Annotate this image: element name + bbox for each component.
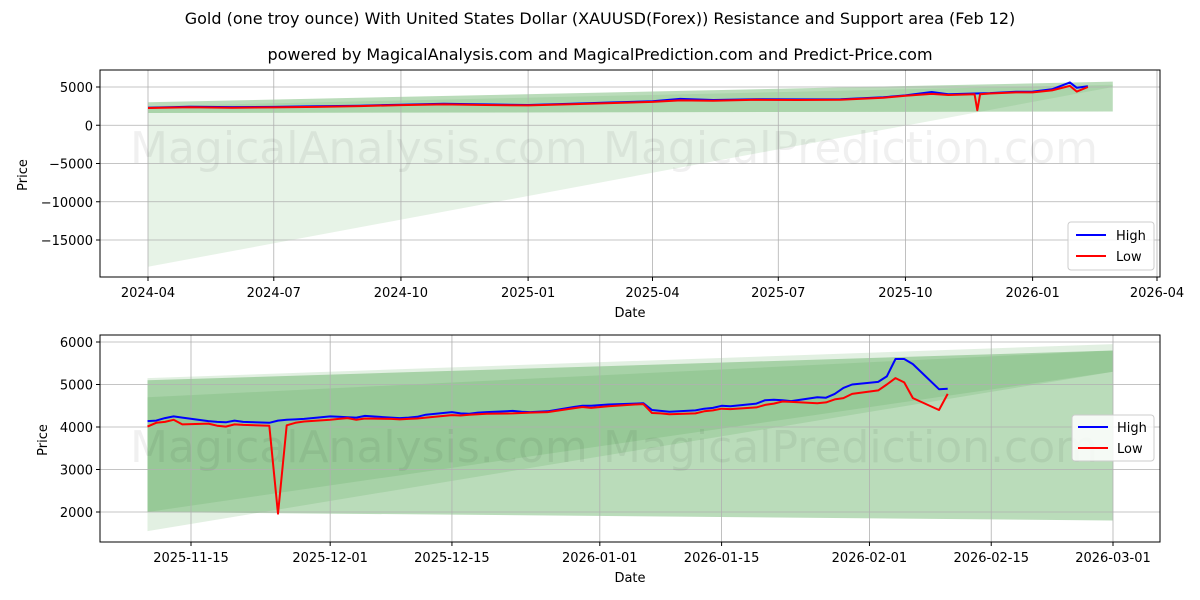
top-high-low-lines: [147, 81, 1089, 112]
top-y-axis: 5000 0 −5000 −10000 −15000: [41, 81, 100, 249]
y-tick-label: 3000: [60, 464, 93, 479]
low-price-line: [147, 377, 949, 515]
x-tick-label: 2025-12-01: [292, 551, 368, 566]
chart-title: Gold (one troy ounce) With United States…: [184, 9, 1016, 28]
x-tick-label: 2025-01: [501, 286, 555, 301]
resistance-band: [147, 350, 1114, 521]
bottom-gridlines: [100, 335, 1160, 542]
y-tick-label: 5000: [60, 379, 93, 394]
watermark-magicalanalysis: MagicalAnalysis.com: [130, 422, 588, 473]
top-axes-frame: [99, 69, 1161, 278]
x-tick-label: 2025-10: [878, 286, 932, 301]
y-tick-label: 6000: [60, 336, 93, 351]
y-tick-label: 4000: [60, 421, 93, 436]
x-tick-label: 2025-04: [625, 286, 679, 301]
top-x-axis-label: Date: [614, 306, 645, 321]
x-tick-label: 2026-01: [1005, 286, 1059, 301]
x-tick-label: 2025-11-15: [153, 551, 229, 566]
top-legend-low-label: Low: [1116, 250, 1142, 265]
top-y-axis-label: Price: [16, 159, 31, 191]
y-tick-label: 2000: [60, 506, 93, 521]
x-tick-label: 2025-12-15: [414, 551, 490, 566]
bottom-x-axis-label: Date: [614, 571, 645, 586]
y-tick-label: 0: [85, 119, 93, 134]
bottom-x-axis: 2025-11-15 2025-12-01 2025-12-15 2026-01-01…: [153, 542, 1151, 566]
top-x-axis: 2024-04 2024-07 2024-10 2025-01 2025-04 2025-…: [121, 277, 1184, 301]
bottom-legend-high-label: High: [1117, 421, 1147, 436]
x-tick-label: 2026-02-15: [953, 551, 1029, 566]
y-tick-label: −5000: [49, 158, 93, 173]
top-price-chart: MagicalAnalysis.com MagicalPrediction.co…: [16, 69, 1184, 321]
y-tick-label: 5000: [60, 81, 93, 96]
bottom-price-chart: MagicalAnalysis.com MagicalPrediction.co…: [36, 334, 1161, 586]
x-tick-label: 2026-03-01: [1075, 551, 1151, 566]
x-tick-label: 2024-10: [374, 286, 428, 301]
low-price-line: [147, 84, 1089, 112]
x-tick-label: 2026-04: [1130, 286, 1184, 301]
bottom-y-axis-label: Price: [36, 424, 51, 456]
top-legend: High Low: [1067, 221, 1155, 271]
x-tick-label: 2024-04: [121, 286, 175, 301]
x-tick-label: 2025-07: [751, 286, 805, 301]
watermark-magicalprediction: MagicalPrediction.com: [603, 422, 1098, 473]
top-watermark: MagicalAnalysis.com MagicalPrediction.co…: [130, 123, 1098, 174]
x-tick-label: 2026-01-15: [684, 551, 760, 566]
bottom-axes-frame: [99, 334, 1161, 543]
x-tick-label: 2026-01-01: [562, 551, 638, 566]
top-support-resistance-bands: [148, 81, 1113, 267]
bottom-watermark: MagicalAnalysis.com MagicalPrediction.co…: [130, 422, 1098, 473]
chart-subtitle: powered by MagicalAnalysis.com and Magic…: [267, 45, 933, 64]
projection-cone: [148, 84, 1113, 267]
top-legend-high-label: High: [1116, 229, 1146, 244]
x-tick-label: 2026-02-01: [832, 551, 908, 566]
y-tick-label: −10000: [41, 196, 93, 211]
watermark-magicalanalysis: MagicalAnalysis.com: [130, 123, 588, 174]
x-tick-label: 2024-07: [247, 286, 301, 301]
top-gridlines: [100, 70, 1160, 277]
watermark-magicalprediction: MagicalPrediction.com: [603, 123, 1098, 174]
bottom-high-low-lines: [147, 358, 949, 515]
bottom-legend-low-label: Low: [1117, 442, 1143, 457]
y-tick-label: −15000: [41, 234, 93, 249]
bottom-legend: High Low: [1071, 414, 1155, 462]
bottom-y-axis: 6000 5000 4000 3000 2000: [60, 336, 100, 521]
